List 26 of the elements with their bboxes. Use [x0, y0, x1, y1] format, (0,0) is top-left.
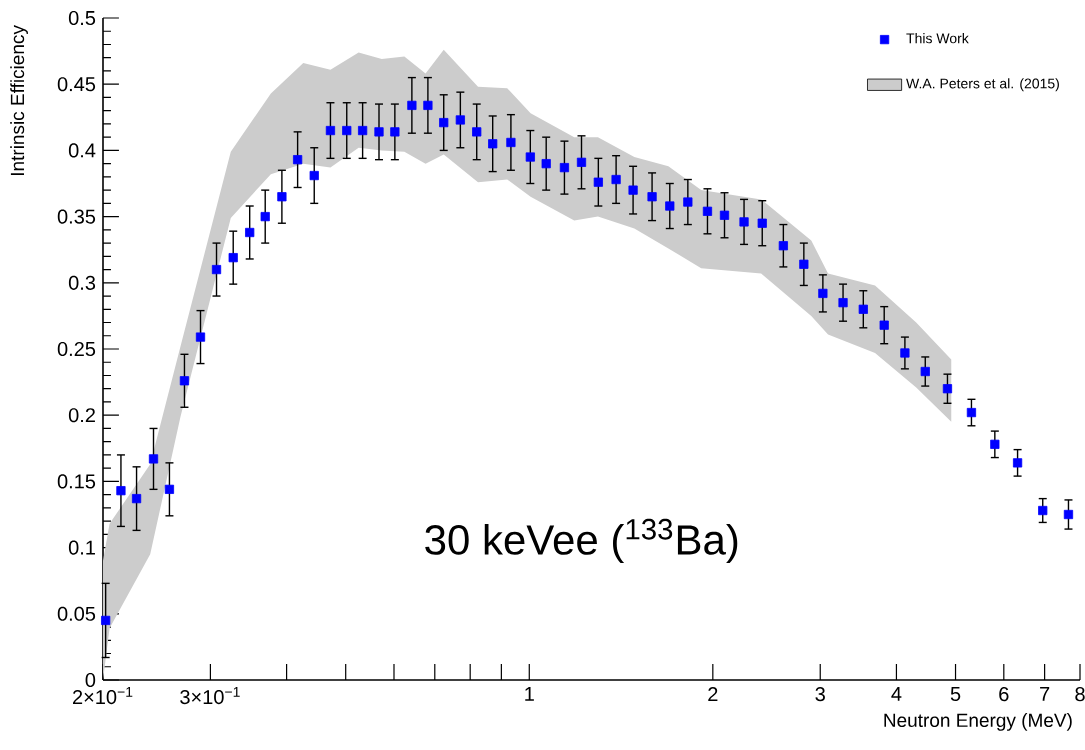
x-tick-label: 3 — [815, 687, 825, 702]
x-axis-title: Neutron Energy (MeV) — [884, 713, 1072, 731]
legend-label: W.A. Peters et al. (2015) — [906, 78, 1059, 92]
x-tick-label: 6 — [999, 687, 1009, 702]
x-tick-label: 8 — [1075, 687, 1085, 702]
annotation: 30 keVee ($^{133}$Ba) — [425, 518, 738, 564]
x-tick-label: 5 — [950, 687, 961, 702]
y-tick-label: 0.35 — [57, 209, 96, 224]
y-tick-label: 0.1 — [68, 540, 95, 555]
y-tick-label: 0.45 — [57, 77, 96, 92]
y-tick-label: 0.3 — [68, 275, 96, 290]
x-tick-label: 3×10$^{−1}$ — [180, 687, 240, 705]
x-tick-label: 1 — [525, 687, 534, 701]
y-tick-label: 0.05 — [57, 606, 96, 621]
y-tick-label: 0 — [85, 672, 96, 688]
y-tick-label: 0.2 — [68, 408, 95, 423]
legend-label: This Work — [906, 33, 969, 44]
y-tick-label: 0.4 — [68, 143, 96, 158]
x-tick-label: 2×10$^{−1}$ — [73, 687, 133, 705]
y-axis-title: Intrinsic Efficiency — [10, 25, 28, 176]
y-tick-label: 0.25 — [57, 341, 96, 357]
y-tick-label: 0.15 — [57, 474, 96, 489]
x-tick-label: 4 — [891, 687, 902, 701]
x-tick-label: 2 — [708, 687, 718, 702]
y-tick-label: 0.5 — [68, 10, 96, 26]
x-tick-label: 7 — [1040, 687, 1050, 701]
